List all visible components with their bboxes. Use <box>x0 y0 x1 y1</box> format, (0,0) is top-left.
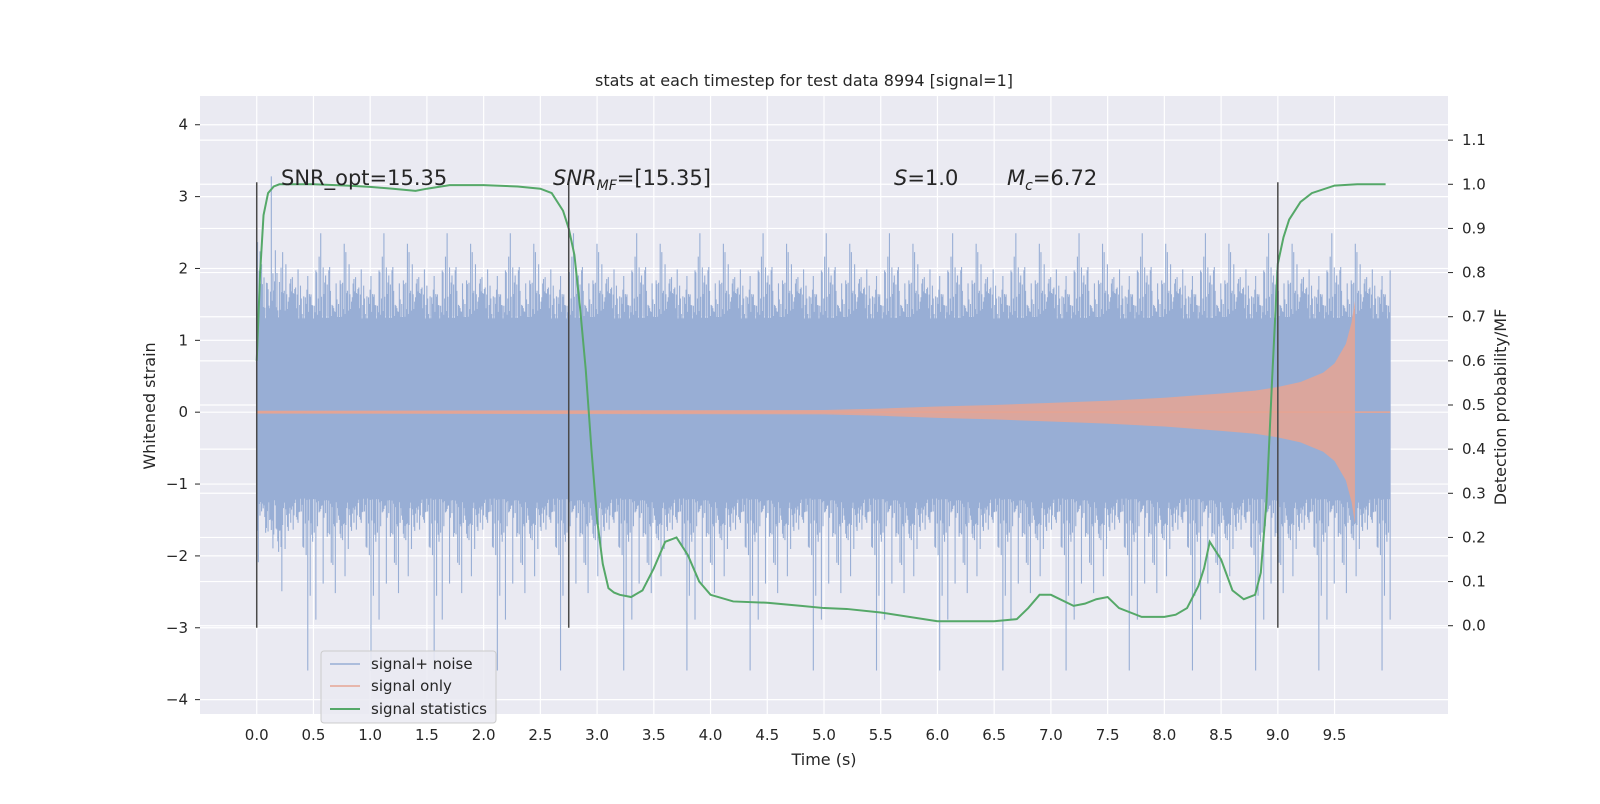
y-right-tick-label: 0.6 <box>1462 352 1486 370</box>
legend-label-noise: signal+ noise <box>371 655 473 673</box>
mc-sub: c <box>1025 178 1033 194</box>
x-tick-label: 9.5 <box>1323 726 1347 744</box>
snr-opt-annotation: SNR_opt=15.35 <box>281 166 447 191</box>
statistic-layer <box>255 183 1386 623</box>
y-left-tick-label: −3 <box>166 619 188 637</box>
y-left-tick-label: 1 <box>178 331 188 349</box>
marker-layer <box>255 182 1279 628</box>
y-left-tick-label: 2 <box>178 259 188 277</box>
y-right-tick-label: 0.5 <box>1462 396 1486 414</box>
x-tick-label: 3.5 <box>642 726 666 744</box>
signal-layer <box>256 300 1391 524</box>
y-left-tick-label: −4 <box>166 691 188 709</box>
statistic-line <box>255 183 1386 623</box>
mc-annotation: Mc=6.72 <box>1007 166 1097 194</box>
tick-layer: 0.0 0.5 1.0 1.5 2.0 2.5 3.0 3.5 4.0 4.5 5.0 5.5 6.0 6… <box>166 116 1486 744</box>
x-tick-label: 7.0 <box>1039 726 1063 744</box>
y-right-tick-label: 0.9 <box>1462 219 1486 237</box>
x-tick-label: 6.0 <box>926 726 950 744</box>
y-left-tick-label: 4 <box>178 116 188 134</box>
x-tick-label: 0.5 <box>302 726 326 744</box>
mc-rest: =6.72 <box>1033 166 1097 190</box>
y-right-tick-label: 1.1 <box>1462 131 1486 149</box>
s-rest: =1.0 <box>907 166 958 190</box>
y-right-tick-label: 0.7 <box>1462 308 1486 326</box>
legend-label-signal: signal only <box>371 677 452 695</box>
legend-box <box>320 650 497 724</box>
legend-label-statistic: signal statistics <box>371 700 487 718</box>
y-axis-left-label: Whitened strain <box>140 342 159 469</box>
x-tick-label: 2.5 <box>528 726 552 744</box>
y-axis-right-label: Detection probability/MF <box>1491 309 1510 506</box>
y-left-tick-label: 0 <box>178 403 188 421</box>
x-tick-label: 1.5 <box>415 726 439 744</box>
x-tick-label: 3.0 <box>585 726 609 744</box>
snr-mf-sub: MF <box>597 178 618 194</box>
y-right-tick-label: 0.4 <box>1462 440 1486 458</box>
y-left-tick-label: 3 <box>178 188 188 206</box>
s-base: S <box>894 166 907 190</box>
x-tick-label: 8.0 <box>1152 726 1176 744</box>
legend: signal+ noise signal only signal statist… <box>320 650 497 724</box>
x-tick-label: 4.5 <box>755 726 779 744</box>
mc-base: M <box>1007 166 1025 190</box>
x-tick-label: 5.0 <box>812 726 836 744</box>
y-left-tick-label: −2 <box>166 547 188 565</box>
y-right-tick-label: 0.3 <box>1462 484 1486 502</box>
x-tick-label: 8.5 <box>1209 726 1233 744</box>
y-right-tick-label: 1.0 <box>1462 175 1486 193</box>
x-tick-label: 7.5 <box>1096 726 1120 744</box>
snr-mf-base: SNR <box>553 166 597 190</box>
x-tick-label: 1.0 <box>358 726 382 744</box>
y-left-tick-label: −1 <box>166 475 188 493</box>
y-right-tick-label: 0.1 <box>1462 573 1486 591</box>
y-right-tick-label: 0.0 <box>1462 617 1486 635</box>
snr-mf-rest: =[15.35] <box>617 166 711 190</box>
x-axis-label: Time (s) <box>790 750 856 769</box>
annotation-layer: SNR_opt=15.35 SNRMF=[15.35] S=1.0 Mc=6.7… <box>281 166 1097 194</box>
x-tick-label: 6.5 <box>982 726 1006 744</box>
snr-mf-annotation: SNRMF=[15.35] <box>553 166 711 194</box>
x-tick-label: 2.0 <box>472 726 496 744</box>
y-right-tick-label: 0.8 <box>1462 264 1486 282</box>
x-tick-label: 9.0 <box>1266 726 1290 744</box>
chart-title: stats at each timestep for test data 899… <box>595 71 1013 90</box>
y-right-tick-label: 0.2 <box>1462 528 1486 546</box>
s-annotation: S=1.0 <box>894 166 958 190</box>
x-tick-label: 0.0 <box>245 726 269 744</box>
x-tick-label: 5.5 <box>869 726 893 744</box>
x-tick-label: 4.0 <box>699 726 723 744</box>
